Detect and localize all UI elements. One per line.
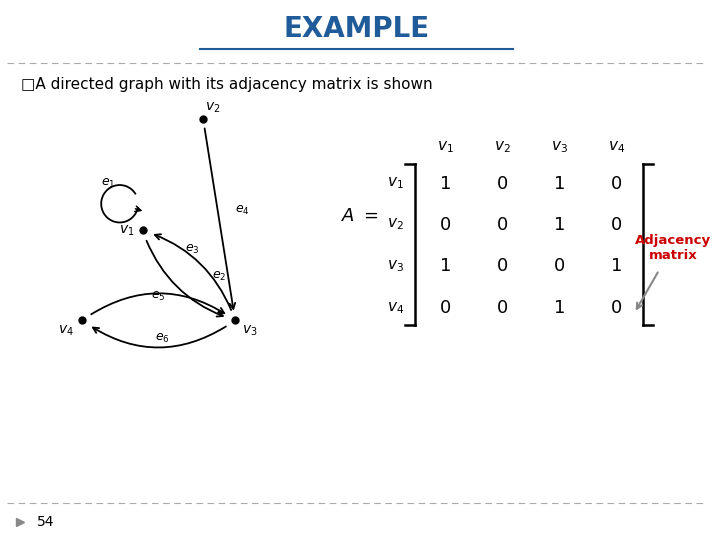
Text: $v_1$: $v_1$ — [119, 223, 135, 238]
Text: □A directed graph with its adjacency matrix is shown: □A directed graph with its adjacency mat… — [22, 77, 433, 92]
Text: $e_6$: $e_6$ — [155, 332, 170, 345]
Text: 0: 0 — [440, 299, 451, 317]
Text: $e_4$: $e_4$ — [235, 204, 250, 217]
Text: $v_1$: $v_1$ — [437, 140, 454, 156]
Text: 0: 0 — [497, 215, 508, 234]
Text: $e_5$: $e_5$ — [151, 290, 166, 303]
Text: $v_4$: $v_4$ — [387, 300, 404, 316]
Text: 1: 1 — [440, 174, 451, 193]
Text: $v_4$: $v_4$ — [58, 323, 74, 338]
Text: $v_3$: $v_3$ — [387, 259, 404, 274]
Text: 0: 0 — [497, 174, 508, 193]
Text: 0: 0 — [611, 215, 622, 234]
Text: $e_3$: $e_3$ — [185, 244, 200, 256]
Text: EXAMPLE: EXAMPLE — [283, 15, 429, 43]
Text: 0: 0 — [554, 258, 565, 275]
Text: 1: 1 — [440, 258, 451, 275]
Text: 1: 1 — [554, 215, 565, 234]
Text: $v_1$: $v_1$ — [387, 176, 404, 192]
Text: $v_2$: $v_2$ — [387, 217, 404, 233]
Text: 0: 0 — [611, 174, 622, 193]
Text: 1: 1 — [554, 174, 565, 193]
Text: 0: 0 — [440, 215, 451, 234]
Text: $v_2$: $v_2$ — [205, 101, 221, 115]
Text: $A\ =$: $A\ =$ — [341, 207, 379, 225]
Text: $v_4$: $v_4$ — [608, 140, 625, 156]
Text: 0: 0 — [497, 299, 508, 317]
Text: Adjacency
matrix: Adjacency matrix — [635, 234, 711, 262]
Text: 0: 0 — [611, 299, 622, 317]
Text: 1: 1 — [611, 258, 622, 275]
Text: 54: 54 — [37, 515, 55, 529]
Text: $e_1$: $e_1$ — [102, 177, 116, 190]
Text: 1: 1 — [554, 299, 565, 317]
Text: $v_3$: $v_3$ — [242, 323, 257, 338]
Text: 0: 0 — [497, 258, 508, 275]
Text: $v_3$: $v_3$ — [551, 140, 568, 156]
Text: $v_2$: $v_2$ — [494, 140, 510, 156]
Text: $e_2$: $e_2$ — [212, 270, 226, 283]
